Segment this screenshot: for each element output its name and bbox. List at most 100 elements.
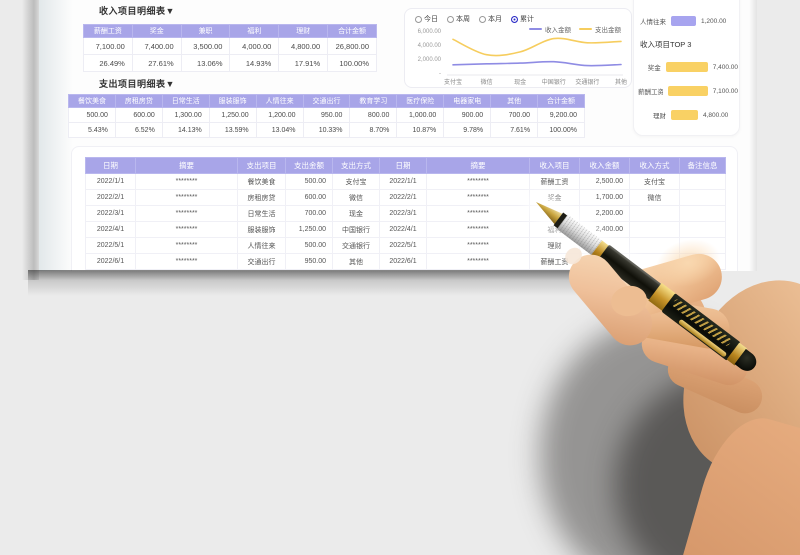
cell xyxy=(679,173,726,190)
cell: 800.00 xyxy=(349,107,398,123)
column-header: 房租房贷 xyxy=(114,94,163,108)
cell: 17.91% xyxy=(278,54,329,72)
chart-legend: 收入金额 支出金额 xyxy=(529,24,621,34)
cell: 支付宝 xyxy=(332,173,380,190)
column-header: 支出方式 xyxy=(332,157,380,174)
x-tick-label: 微信 xyxy=(480,80,493,86)
cell: 现金 xyxy=(332,205,380,222)
column-header: 支出项目 xyxy=(237,157,286,174)
cell: 2022/6/1 xyxy=(85,253,136,270)
cell: 27.61% xyxy=(131,54,182,72)
column-header: 收入项目 xyxy=(529,157,580,174)
cell: 13.04% xyxy=(255,122,304,138)
cell: 1,700.00 xyxy=(579,189,630,206)
cell: ******** xyxy=(426,221,530,238)
cell: 4,800.00 xyxy=(278,37,329,55)
cell: 交通银行 xyxy=(332,237,380,254)
cell: 1,300.00 xyxy=(161,107,210,123)
x-tick-label: 支付宝 xyxy=(443,80,463,86)
cell: 2022/5/1 xyxy=(379,237,427,254)
column-header: 合计金额 xyxy=(327,24,377,38)
expense-summary-table: 餐饮美食 房租房贷 日常生活 服装服饰 人情往来 交通出行 教育学习 医疗保险 电器家电 其他 合计… xyxy=(68,94,585,138)
cell xyxy=(629,205,680,222)
cell: 其他 xyxy=(332,253,380,270)
income-top3-heading: 收入项目TOP 3 xyxy=(640,40,692,49)
column-header: 餐饮美食 xyxy=(68,94,116,108)
cell: 6.52% xyxy=(114,122,163,138)
cell: ******** xyxy=(426,189,530,206)
cell: 2,500.00 xyxy=(579,173,630,190)
cell: ******** xyxy=(135,253,238,270)
cell: 7,400.00 xyxy=(131,37,182,55)
x-tick-label: 中国银行 xyxy=(541,80,566,86)
cell: 500.00 xyxy=(285,237,333,254)
cell: ******** xyxy=(426,237,530,254)
cell: ******** xyxy=(426,205,530,222)
column-header: 教育学习 xyxy=(349,94,398,108)
cell: 500.00 xyxy=(285,173,333,190)
cell: 服装服饰 xyxy=(237,221,286,238)
cell: 10.87% xyxy=(396,122,445,138)
cell xyxy=(679,189,726,206)
x-tick-label: 其他 xyxy=(614,80,628,86)
cell: 房租房贷 xyxy=(237,189,286,206)
column-header: 收入金额 xyxy=(579,157,630,174)
time-filter-radio-本月[interactable]: 本月 xyxy=(479,14,502,24)
cell: 26,800.00 xyxy=(327,37,377,55)
radio-label: 累计 xyxy=(520,16,534,23)
radio-icon xyxy=(447,15,454,23)
chart-line-收入金额 xyxy=(452,60,622,67)
cell: 2022/1/1 xyxy=(85,173,136,190)
legend-line-icon xyxy=(529,28,542,30)
legend-item: 收入金额 xyxy=(529,24,571,34)
legend-line-icon xyxy=(579,28,592,30)
cell: 13.59% xyxy=(208,122,257,138)
y-tick-label: - xyxy=(439,71,441,77)
cell: 日常生活 xyxy=(237,205,286,222)
cell: 9.78% xyxy=(443,122,492,138)
radio-icon xyxy=(479,15,486,23)
column-header: 理财 xyxy=(278,24,329,38)
cell: 8.70% xyxy=(349,122,398,138)
time-filter-radio-今日[interactable]: 今日 xyxy=(415,14,438,24)
income-top-bar-row: 理财 4,800.00 xyxy=(638,105,738,125)
cell: 中国银行 xyxy=(332,221,380,238)
column-header: 收入方式 xyxy=(629,157,680,174)
cell: 14.13% xyxy=(161,122,210,138)
column-header: 服装服饰 xyxy=(208,94,257,108)
cell: 26.49% xyxy=(83,54,133,72)
radio-label: 今日 xyxy=(424,16,438,23)
cell: 600.00 xyxy=(285,189,333,206)
expense-top-bar-row: 人情往来 1,200.00 xyxy=(638,11,738,31)
column-header: 人情往来 xyxy=(255,94,304,108)
table-row: 2022/2/1 ******** 房租房贷 600.00 微信 2022/2/1 ****… xyxy=(85,189,726,206)
cell: 9,200.00 xyxy=(537,107,585,123)
spreadsheet-sheet: 收入项目明细表▼ 薪酬工资 奖金 兼职 福利 理财 合计金额 7,100.00 7,400.0… xyxy=(39,0,757,271)
sheet-edge-shadow xyxy=(22,0,39,280)
radio-label: 本月 xyxy=(488,16,502,23)
legend-label: 支出金额 xyxy=(595,27,621,34)
cell: 2022/2/1 xyxy=(379,189,427,206)
radio-icon xyxy=(415,15,422,23)
time-filter-radio-累计[interactable]: 累计 xyxy=(511,14,534,24)
cell: 3,500.00 xyxy=(180,37,231,55)
time-filter-radio-本周[interactable]: 本周 xyxy=(447,14,470,24)
cell: 5.43% xyxy=(68,122,116,138)
legend-label: 收入金额 xyxy=(545,27,571,34)
bar-value: 4,800.00 xyxy=(703,111,729,119)
column-header: 日期 xyxy=(379,157,427,174)
cell xyxy=(679,205,726,222)
cell: 700.00 xyxy=(490,107,539,123)
cell xyxy=(679,221,726,238)
column-header: 福利 xyxy=(229,24,280,38)
income-top-bar-row: 奖金 7,400.00 xyxy=(638,57,738,77)
cell: 2022/3/1 xyxy=(85,205,136,222)
income-summary-title: 收入项目明细表▼ xyxy=(99,6,175,16)
cell: ******** xyxy=(135,205,238,222)
cell: ******** xyxy=(135,221,238,238)
income-summary-table: 薪酬工资 奖金 兼职 福利 理财 合计金额 7,100.00 7,400.00 3,500.00… xyxy=(83,24,377,72)
radio-icon xyxy=(511,15,518,23)
table-row: 500.00 600.00 1,300.00 1,250.00 1,200.00 950.… xyxy=(68,107,585,123)
radio-label: 本周 xyxy=(456,16,470,23)
cell: 600.00 xyxy=(114,107,163,123)
